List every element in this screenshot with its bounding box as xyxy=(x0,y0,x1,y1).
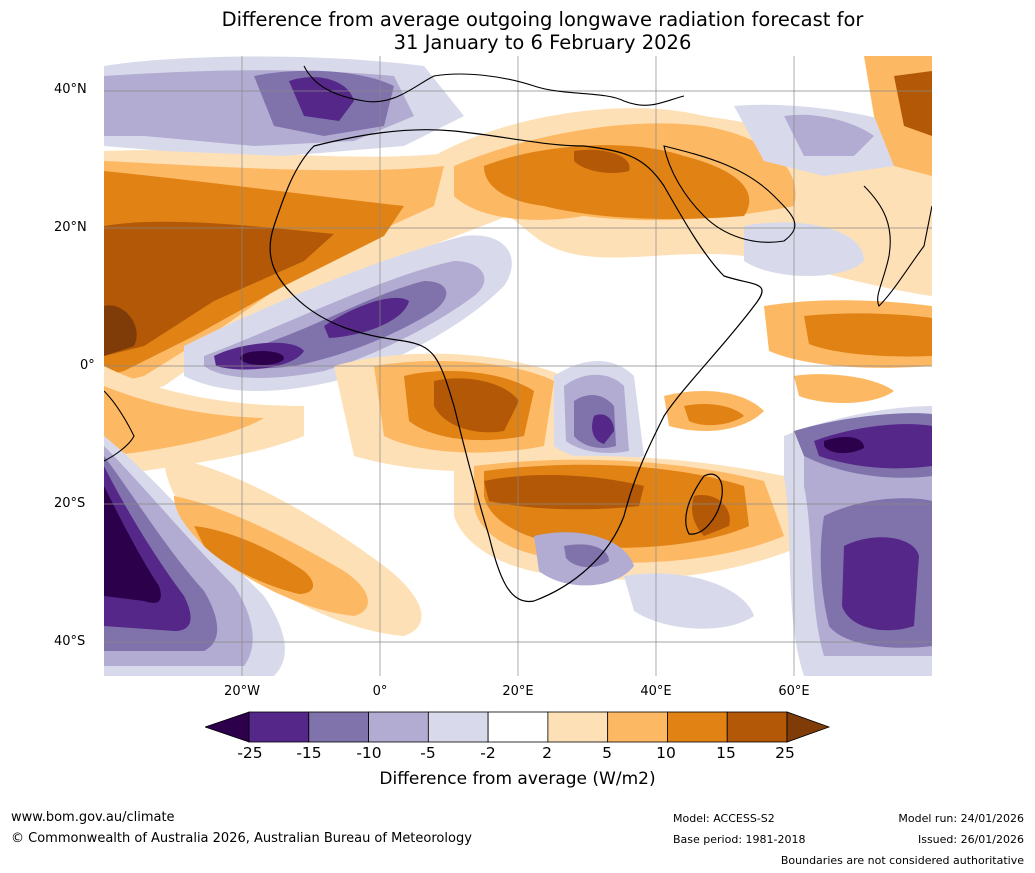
colorbar-cell xyxy=(607,711,668,743)
colorbar-cell xyxy=(667,711,728,743)
purple-middle-east-mid xyxy=(784,114,874,156)
colorbar-tick: -2 xyxy=(480,744,496,762)
lon-label-20w: 20°W xyxy=(224,684,260,699)
colorbar-tick: 15 xyxy=(716,744,736,762)
colorbar-tick: -10 xyxy=(356,744,382,762)
title-line-2: 31 January to 6 February 2026 xyxy=(393,31,692,54)
colorbar-tick: -5 xyxy=(420,744,436,762)
orange-congo-core xyxy=(434,378,519,433)
orange-southern-africa-core xyxy=(484,474,644,510)
purple-south-atlantic-darkest xyxy=(104,486,161,603)
footer-url[interactable]: www.bom.gov.au/climate xyxy=(11,810,175,825)
africa-coastline xyxy=(269,129,763,603)
colorbar-tick: 10 xyxy=(656,744,676,762)
madagascar-coastline xyxy=(685,473,723,535)
lat-label-40s: 40°S xyxy=(54,634,86,649)
map-svg xyxy=(104,56,932,676)
orange-core-dark xyxy=(104,305,137,356)
orange-iran-core xyxy=(894,71,932,136)
colorbar-cell xyxy=(308,711,369,743)
orange-north-africa-core xyxy=(574,149,630,173)
lon-label-60e: 60°E xyxy=(778,684,810,699)
title-line-1: Difference from average outgoing longwav… xyxy=(221,8,864,31)
purple-south-africa-core xyxy=(564,544,609,568)
footer-model: Model: ACCESS-S2 xyxy=(673,812,775,825)
colorbar-cell xyxy=(547,711,609,743)
europe-coastline xyxy=(303,65,685,106)
lat-label-20s: 20°S xyxy=(54,496,86,511)
colorbar-cell xyxy=(427,711,489,743)
lon-label-20e: 20°E xyxy=(502,684,534,699)
colorbar-tick: -25 xyxy=(237,744,263,762)
colorbar-cell xyxy=(248,711,310,743)
chart-title: Difference from average outgoing longwav… xyxy=(0,8,1035,54)
south-america-coastline xyxy=(104,390,135,462)
olr-anomaly-map xyxy=(104,56,932,676)
orange-indian-ocean-east xyxy=(794,374,894,403)
colorbar-tick: 5 xyxy=(602,744,612,762)
colorbar-cell xyxy=(368,711,429,743)
lat-label-eq: 0° xyxy=(80,358,95,373)
colorbar-cell xyxy=(726,711,788,743)
purple-atlantic-darkest xyxy=(240,351,284,365)
colorbar-cell xyxy=(487,711,549,743)
purple-arabian-sea-outer xyxy=(744,222,864,276)
colorbar-tick: -15 xyxy=(296,744,322,762)
purple-indian-ocean-ne-darkest xyxy=(824,436,864,454)
lon-label-40e: 40°E xyxy=(640,684,672,699)
orange-indian-ocean-mid-core xyxy=(684,404,744,426)
footer-disclaimer: Boundaries are not considered authoritat… xyxy=(780,854,1024,867)
colorbar-tick: 25 xyxy=(775,744,795,762)
arabia-coastline xyxy=(663,145,796,243)
orange-indian-ocean-north-core xyxy=(804,313,932,357)
colorbar xyxy=(205,711,831,743)
colorbar-high-extend xyxy=(786,711,831,743)
lat-label-40n: 40°N xyxy=(54,82,87,97)
purple-south-africa-ocean xyxy=(624,573,754,629)
india-coastline xyxy=(863,185,932,307)
colorbar-low-extend xyxy=(205,711,250,743)
purple-indian-ocean-ne-core xyxy=(814,424,932,469)
footer-base-period: Base period: 1981-2018 xyxy=(673,833,806,846)
footer-model-run: Model run: 24/01/2026 xyxy=(898,812,1024,825)
orange-band-north-atlantic-core xyxy=(104,221,334,356)
footer-issued: Issued: 26/01/2026 xyxy=(917,833,1024,846)
orange-south-atlantic-strong xyxy=(194,526,314,594)
purple-east-africa-core xyxy=(592,414,614,444)
colorbar-tick: 2 xyxy=(542,744,552,762)
purple-indian-ocean-core xyxy=(842,537,919,631)
purple-iberia-core xyxy=(289,77,354,121)
colorbar-label: Difference from average (W/m2) xyxy=(379,769,656,789)
orange-north-africa-strong xyxy=(484,145,750,219)
lon-label-0: 0° xyxy=(372,684,388,699)
lat-label-20n: 20°N xyxy=(54,220,87,235)
footer-copyright: © Commonwealth of Australia 2026, Austra… xyxy=(11,831,472,846)
orange-eq-atlantic-mid xyxy=(104,386,264,456)
